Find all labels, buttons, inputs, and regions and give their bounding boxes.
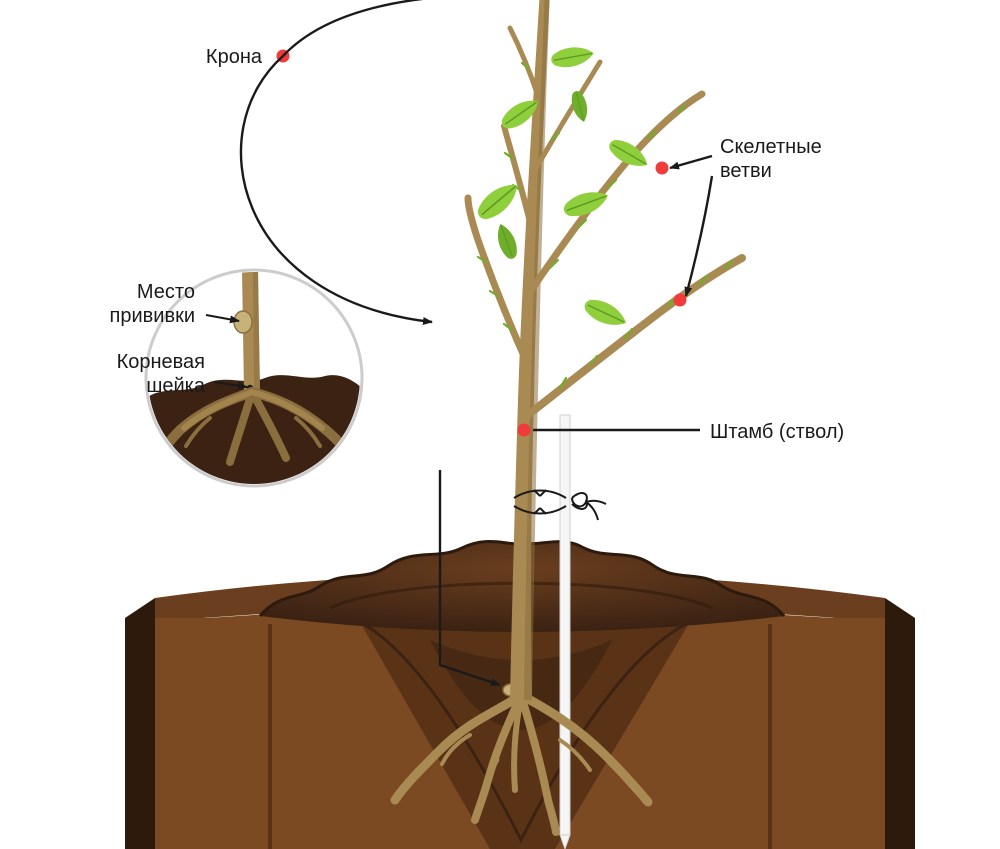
skeletal-marker-2 (674, 294, 687, 307)
label-skeletal-line1: Скелетные (720, 136, 822, 158)
label-graft-line2: прививки (110, 305, 195, 327)
diagram-svg (0, 0, 1000, 849)
label-crown: Крона (206, 45, 262, 69)
label-trunk: Штамб (ствол) (710, 420, 844, 444)
skeletal-marker-1 (656, 162, 669, 175)
branches (468, 28, 742, 418)
label-root-collar: Корневая шейка (117, 350, 205, 398)
label-graft: Место прививки (110, 280, 195, 328)
label-skeletal-branches: Скелетные ветви (720, 135, 822, 183)
diagram-canvas: Крона Скелетные ветви Штамб (ствол) Мест… (0, 0, 1000, 849)
label-root-collar-line1: Корневая (117, 351, 205, 373)
label-graft-line1: Место (137, 281, 195, 303)
trunk-marker (518, 424, 531, 437)
support-stake (560, 415, 570, 849)
label-root-collar-line2: шейка (146, 375, 205, 397)
label-skeletal-line2: ветви (720, 160, 772, 182)
